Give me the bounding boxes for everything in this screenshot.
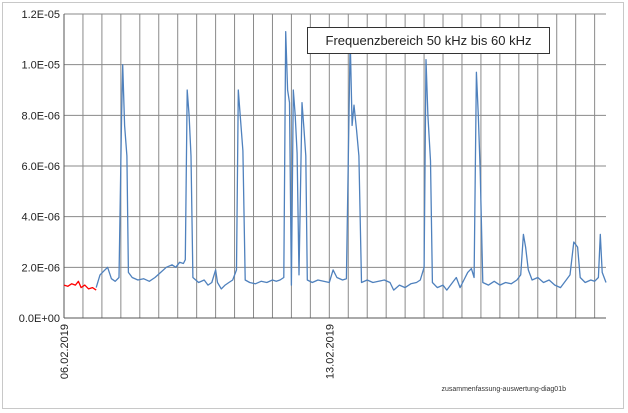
footer-note: zusammenfassung-auswertung-diag01b <box>441 386 566 393</box>
x-tick-label: 06.02.2019 <box>59 324 71 379</box>
y-tick-label: 1.0E-05 <box>21 60 60 72</box>
chart-title-box: Frequenzbereich 50 kHz bis 60 kHz <box>307 27 550 54</box>
y-tick-label: 1.2E-05 <box>21 9 60 21</box>
y-tick-labels: 0.0E+00 2.0E-06 4.0E-06 6.0E-06 8.0E-06 1.0E-… <box>19 9 60 325</box>
series-line <box>95 31 607 291</box>
y-tick-label: 0.0E+00 <box>19 313 60 325</box>
series-lines <box>63 31 607 291</box>
x-tick-label: 13.02.2019 <box>324 324 336 379</box>
series-line <box>63 280 97 291</box>
chart-frame <box>2 2 624 409</box>
y-tick-label: 8.0E-06 <box>21 110 60 122</box>
chart-title: Frequenzbereich 50 kHz bis 60 kHz <box>325 33 532 48</box>
x-tick-labels: 06.02.2019 13.02.2019 <box>59 324 336 379</box>
axes <box>63 14 606 319</box>
y-tick-label: 2.0E-06 <box>21 262 60 274</box>
y-tick-label: 4.0E-06 <box>21 212 60 224</box>
y-tick-label: 6.0E-06 <box>21 161 60 173</box>
